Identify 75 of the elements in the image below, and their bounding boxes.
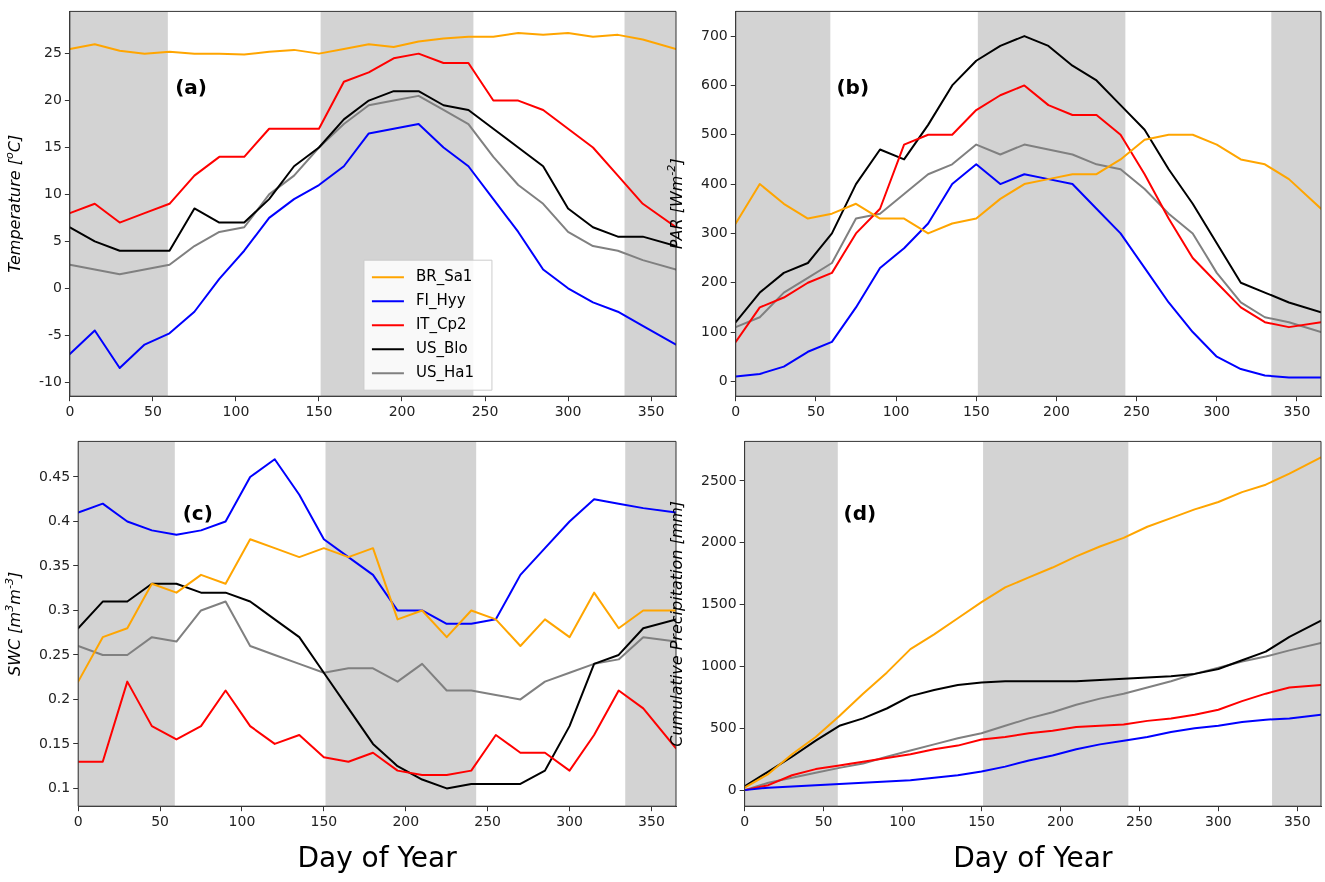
- y-tick-label: 0.15: [39, 734, 71, 751]
- y-tick-label: 1500: [700, 595, 737, 612]
- y-tick-label: 0.35: [39, 556, 71, 573]
- x-tick-label: 250: [471, 403, 499, 420]
- y-tick-label: 100: [700, 322, 728, 339]
- y-tick-label: 400: [700, 174, 728, 191]
- x-tick-label: 0: [73, 813, 83, 830]
- annotation: (b): [836, 74, 870, 99]
- y-tick-label: 0.25: [39, 645, 71, 662]
- x-tick-label: 100: [228, 813, 256, 830]
- legend-label: US_Blo: [415, 339, 468, 359]
- x-tick-label: 150: [310, 813, 338, 830]
- x-tick-label: 300: [1203, 403, 1231, 420]
- x-tick-label: 300: [556, 813, 583, 830]
- x-tick-label: 50: [143, 403, 162, 420]
- x-tick-label: 150: [968, 813, 995, 830]
- x-tick-label: 200: [1047, 813, 1074, 830]
- y-tick-label: 0.2: [47, 690, 71, 707]
- x-tick-label: 0: [740, 813, 750, 830]
- x-axis-title: Day of Year: [297, 841, 458, 875]
- x-tick-label: 200: [392, 813, 420, 830]
- x-tick-label: 100: [889, 813, 916, 830]
- y-axis-title: PAR [Wm-2]: [664, 158, 687, 250]
- legend-label: BR_Sa1: [415, 267, 473, 287]
- x-tick-label: 350: [638, 813, 665, 830]
- annotation: (a): [175, 74, 207, 99]
- y-tick-label: 25: [44, 44, 62, 61]
- x-tick-label: 100: [222, 403, 250, 420]
- legend-label: US_Ha1: [415, 363, 474, 383]
- y-tick-label: -5: [47, 325, 62, 342]
- y-tick-label: 0.3: [47, 601, 71, 618]
- x-tick-label: 250: [474, 813, 502, 830]
- x-tick-label: 300: [554, 403, 582, 420]
- y-tick-label: 0: [52, 278, 62, 295]
- y-axis-title: Cumulative Precipitation [mm]: [667, 500, 687, 747]
- y-tick-label: 0: [718, 372, 728, 389]
- y-tick-label: 700: [700, 26, 728, 43]
- x-tick-label: 250: [1123, 403, 1150, 420]
- y-tick-label: 300: [700, 224, 728, 241]
- x-tick-label: 300: [1204, 813, 1232, 830]
- x-tick-label: 150: [962, 403, 990, 420]
- y-tick-label: 0: [727, 780, 737, 797]
- x-tick-label: 50: [151, 813, 169, 830]
- legend-label: IT_Cp2: [415, 315, 467, 335]
- x-tick-label: 50: [806, 403, 825, 420]
- y-tick-label: 200: [700, 273, 728, 290]
- y-tick-label: 10: [44, 185, 62, 202]
- y-axis-title: Temperature [oC]: [2, 134, 25, 273]
- y-tick-label: 0.1: [47, 779, 71, 796]
- x-tick-label: 200: [388, 403, 416, 420]
- y-tick-label: 500: [709, 718, 737, 735]
- x-tick-label: 100: [882, 403, 910, 420]
- x-axis-title: Day of Year: [953, 841, 1113, 875]
- y-tick-label: 5: [52, 231, 62, 248]
- y-tick-label: 1000: [700, 657, 737, 674]
- y-tick-label: 600: [700, 76, 728, 93]
- x-tick-label: 250: [1126, 813, 1153, 830]
- y-tick-label: 15: [44, 138, 62, 155]
- y-tick-label: -10: [38, 372, 62, 389]
- y-tick-label: 2500: [700, 471, 737, 488]
- y-tick-label: 0.4: [47, 512, 71, 529]
- y-axis-title: SWC [m3m-3]: [2, 571, 25, 676]
- x-tick-label: 200: [1043, 403, 1070, 420]
- x-tick-label: 350: [1283, 813, 1311, 830]
- x-tick-label: 150: [305, 403, 333, 420]
- x-tick-label: 50: [814, 813, 833, 830]
- legend-label: FI_Hyy: [415, 291, 466, 311]
- x-tick-label: 350: [637, 403, 665, 420]
- y-tick-label: 2000: [700, 533, 737, 550]
- y-tick-label: 20: [44, 91, 62, 108]
- y-tick-label: 500: [700, 125, 728, 142]
- y-tick-label: 0.45: [39, 467, 71, 484]
- x-tick-label: 350: [1283, 403, 1311, 420]
- annotation: (c): [182, 500, 213, 525]
- annotation: (d): [843, 500, 877, 525]
